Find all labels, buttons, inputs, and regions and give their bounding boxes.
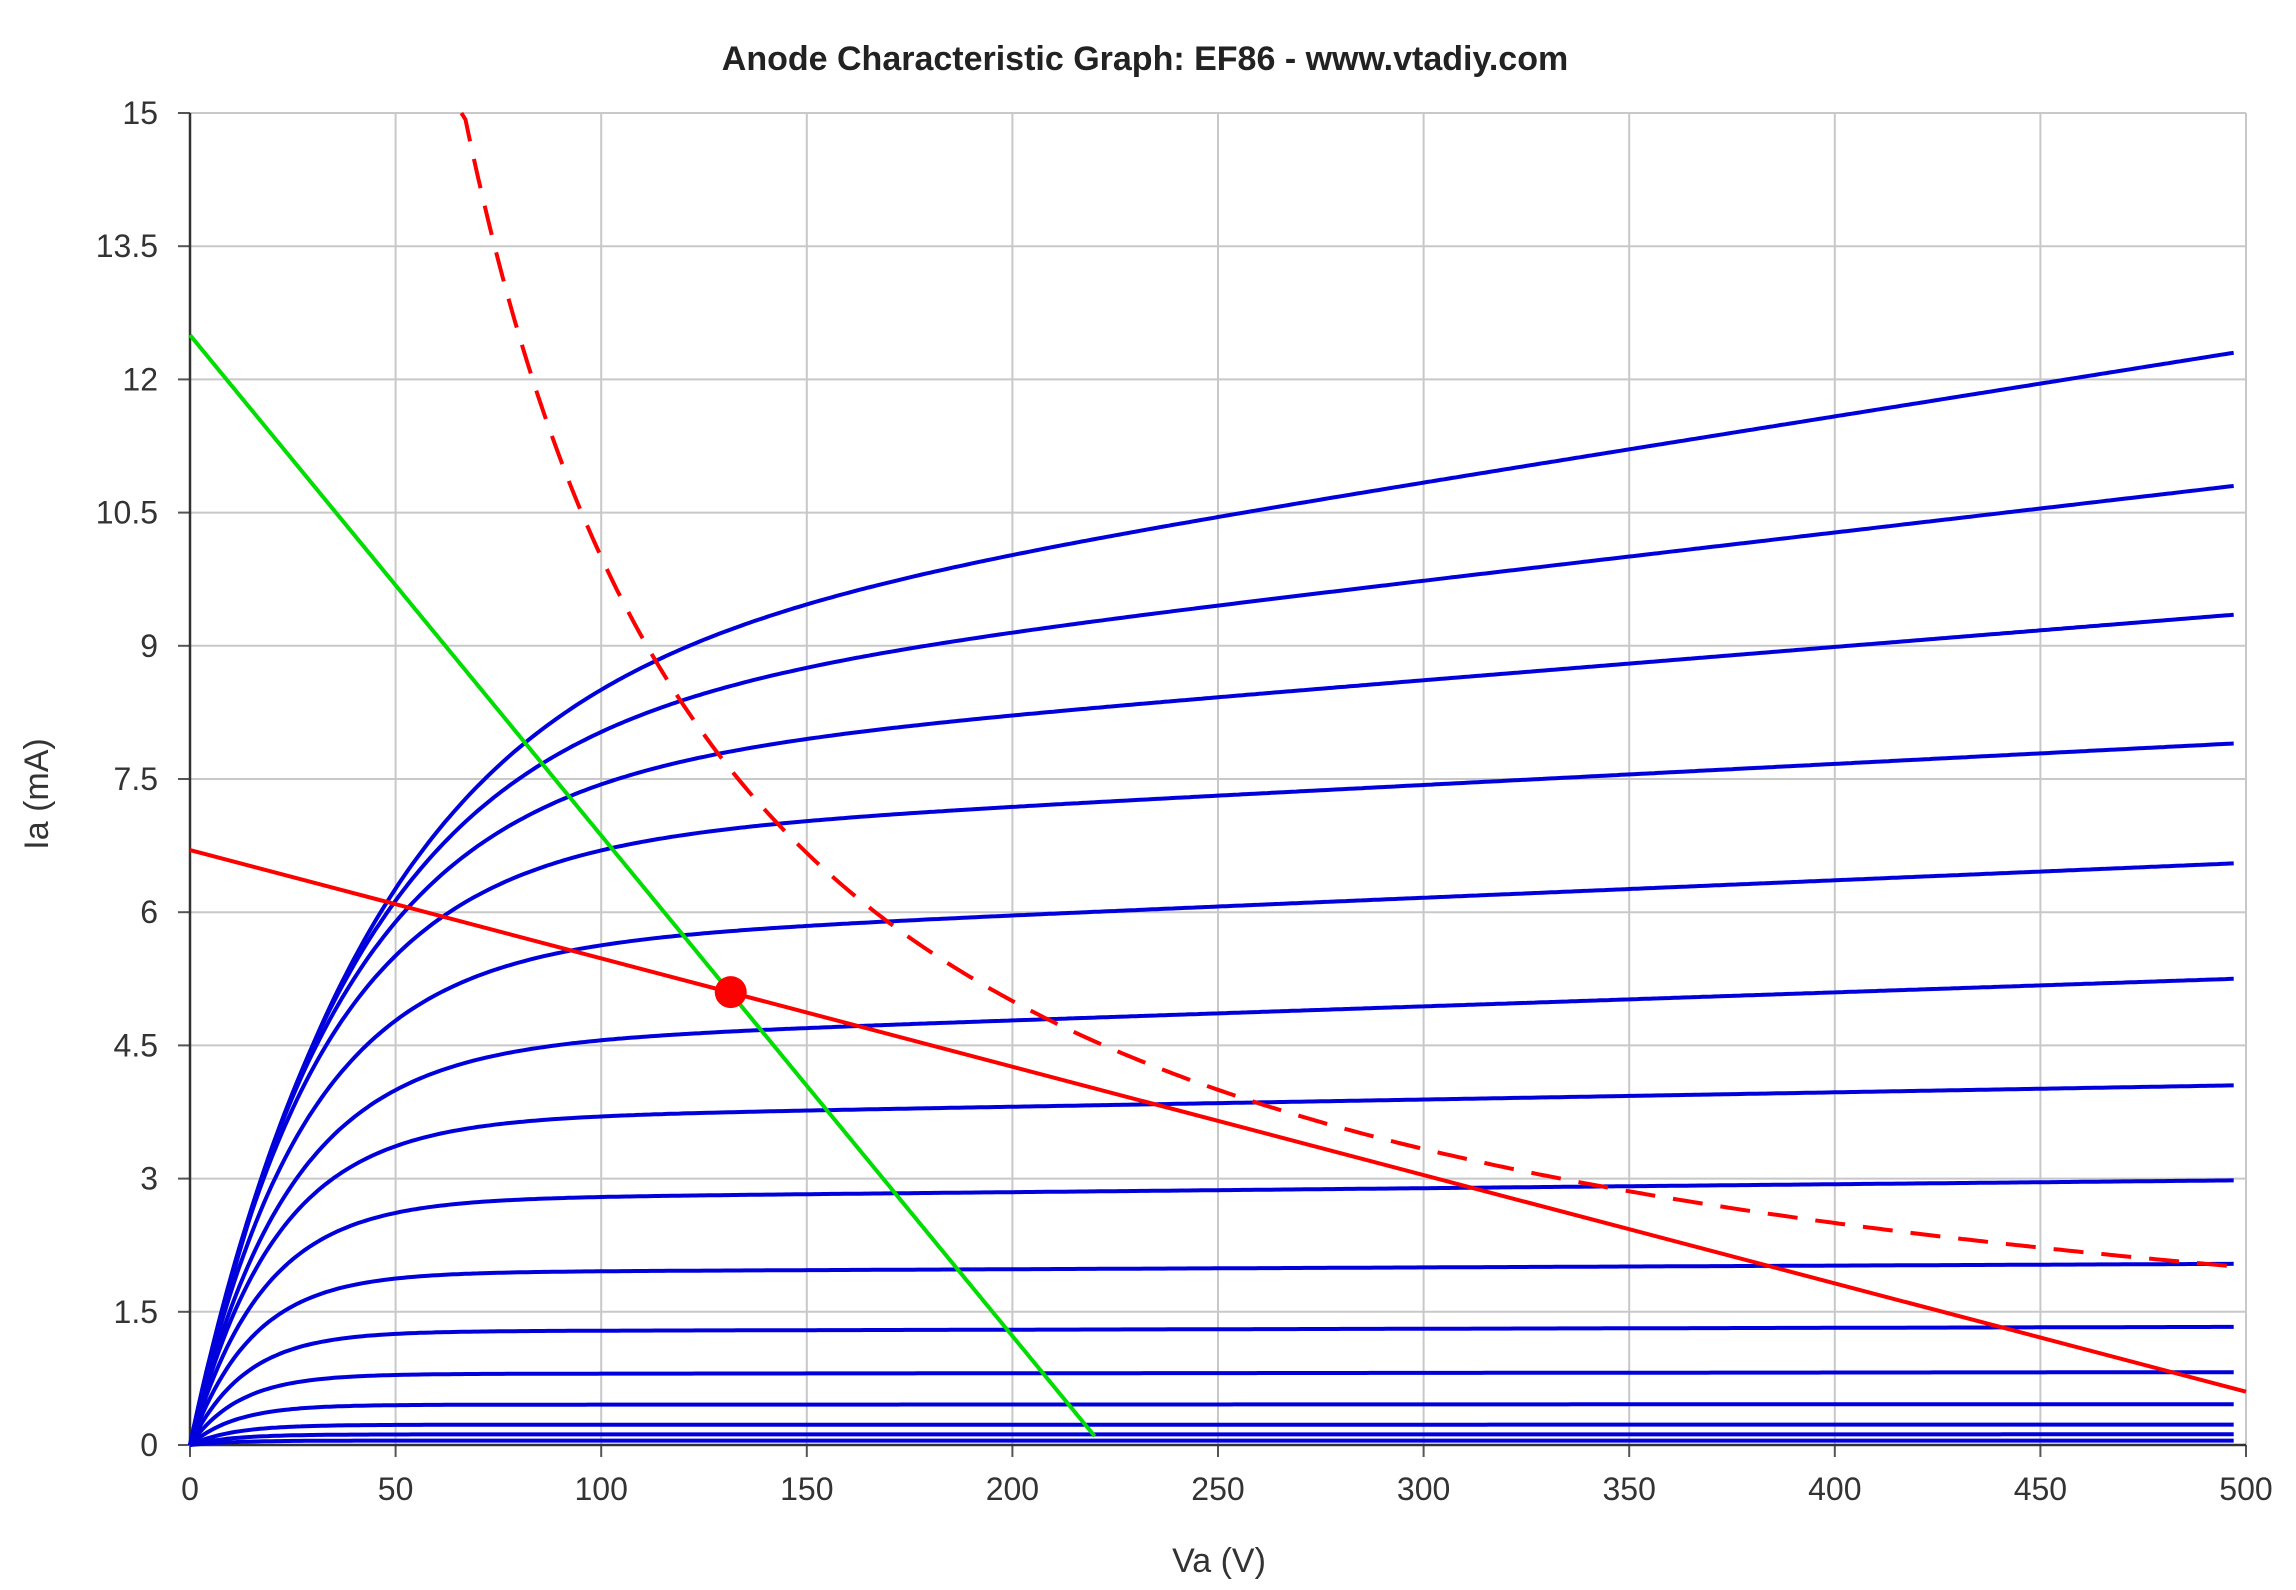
- x-tick-label: 150: [780, 1471, 833, 1507]
- x-tick-label: 300: [1397, 1471, 1450, 1507]
- anode-curve-3: [188, 741, 2234, 1446]
- anode-curve-11: [188, 1402, 2234, 1447]
- anode-curve-0: [188, 350, 2234, 1446]
- anode-curve-9: [188, 1324, 2234, 1446]
- x-tick-label: 250: [1191, 1471, 1244, 1507]
- anode-curve-10: [188, 1370, 2234, 1447]
- y-tick-label: 13.5: [96, 228, 158, 264]
- anode-curve-14: [189, 1438, 2234, 1447]
- x-axis-label: Va (V): [1172, 1542, 1266, 1580]
- green-line: [188, 333, 1097, 1438]
- y-tick-label: 3: [140, 1161, 158, 1197]
- anode-curve-8: [188, 1261, 2234, 1446]
- y-axis-label: Ia (mA): [18, 738, 56, 849]
- y-tick-label: 12: [122, 361, 158, 397]
- x-tick-label: 100: [575, 1471, 628, 1507]
- overlays: [188, 111, 2247, 1438]
- y-tick-label: 6: [140, 894, 158, 930]
- anode-curve-5: [188, 976, 2234, 1446]
- anode-curve-12: [189, 1422, 2234, 1447]
- y-tick-label: 7.5: [114, 761, 158, 797]
- y-tick-label: 10.5: [96, 495, 158, 531]
- anode-curve-1: [188, 484, 2234, 1446]
- y-tick-label: 0: [140, 1427, 158, 1463]
- operating-point: [714, 976, 747, 1009]
- y-tick-label: 15: [122, 95, 158, 131]
- load-line: [189, 848, 2247, 1394]
- x-tick-label: 400: [1808, 1471, 1861, 1507]
- anode-curve-2: [188, 612, 2234, 1446]
- chart-title: Anode Characteristic Graph: EF86 - www.v…: [722, 40, 1568, 78]
- anode-curve-13: [189, 1432, 2234, 1447]
- x-tick-label: 350: [1603, 1471, 1656, 1507]
- y-tick-label: 9: [140, 628, 158, 664]
- tick-labels: 0 50 100 150 200 250 300 350 400 450 500 0 1.5 3 4.5 6 7…: [96, 95, 2273, 1507]
- anode-curve-4: [188, 861, 2234, 1446]
- anode-curve-7: [188, 1178, 2234, 1446]
- x-tick-label: 50: [378, 1471, 414, 1507]
- anode-curves: [188, 350, 2234, 1447]
- x-tick-label: 0: [181, 1471, 199, 1507]
- anode-curve-6: [188, 1083, 2234, 1446]
- max-dissipation-curve: [459, 111, 2234, 1269]
- x-tick-label: 200: [986, 1471, 1039, 1507]
- y-tick-label: 1.5: [114, 1294, 158, 1330]
- x-tick-label: 450: [2014, 1471, 2067, 1507]
- y-tick-label: 4.5: [114, 1027, 158, 1063]
- x-tick-label: 500: [2219, 1471, 2272, 1507]
